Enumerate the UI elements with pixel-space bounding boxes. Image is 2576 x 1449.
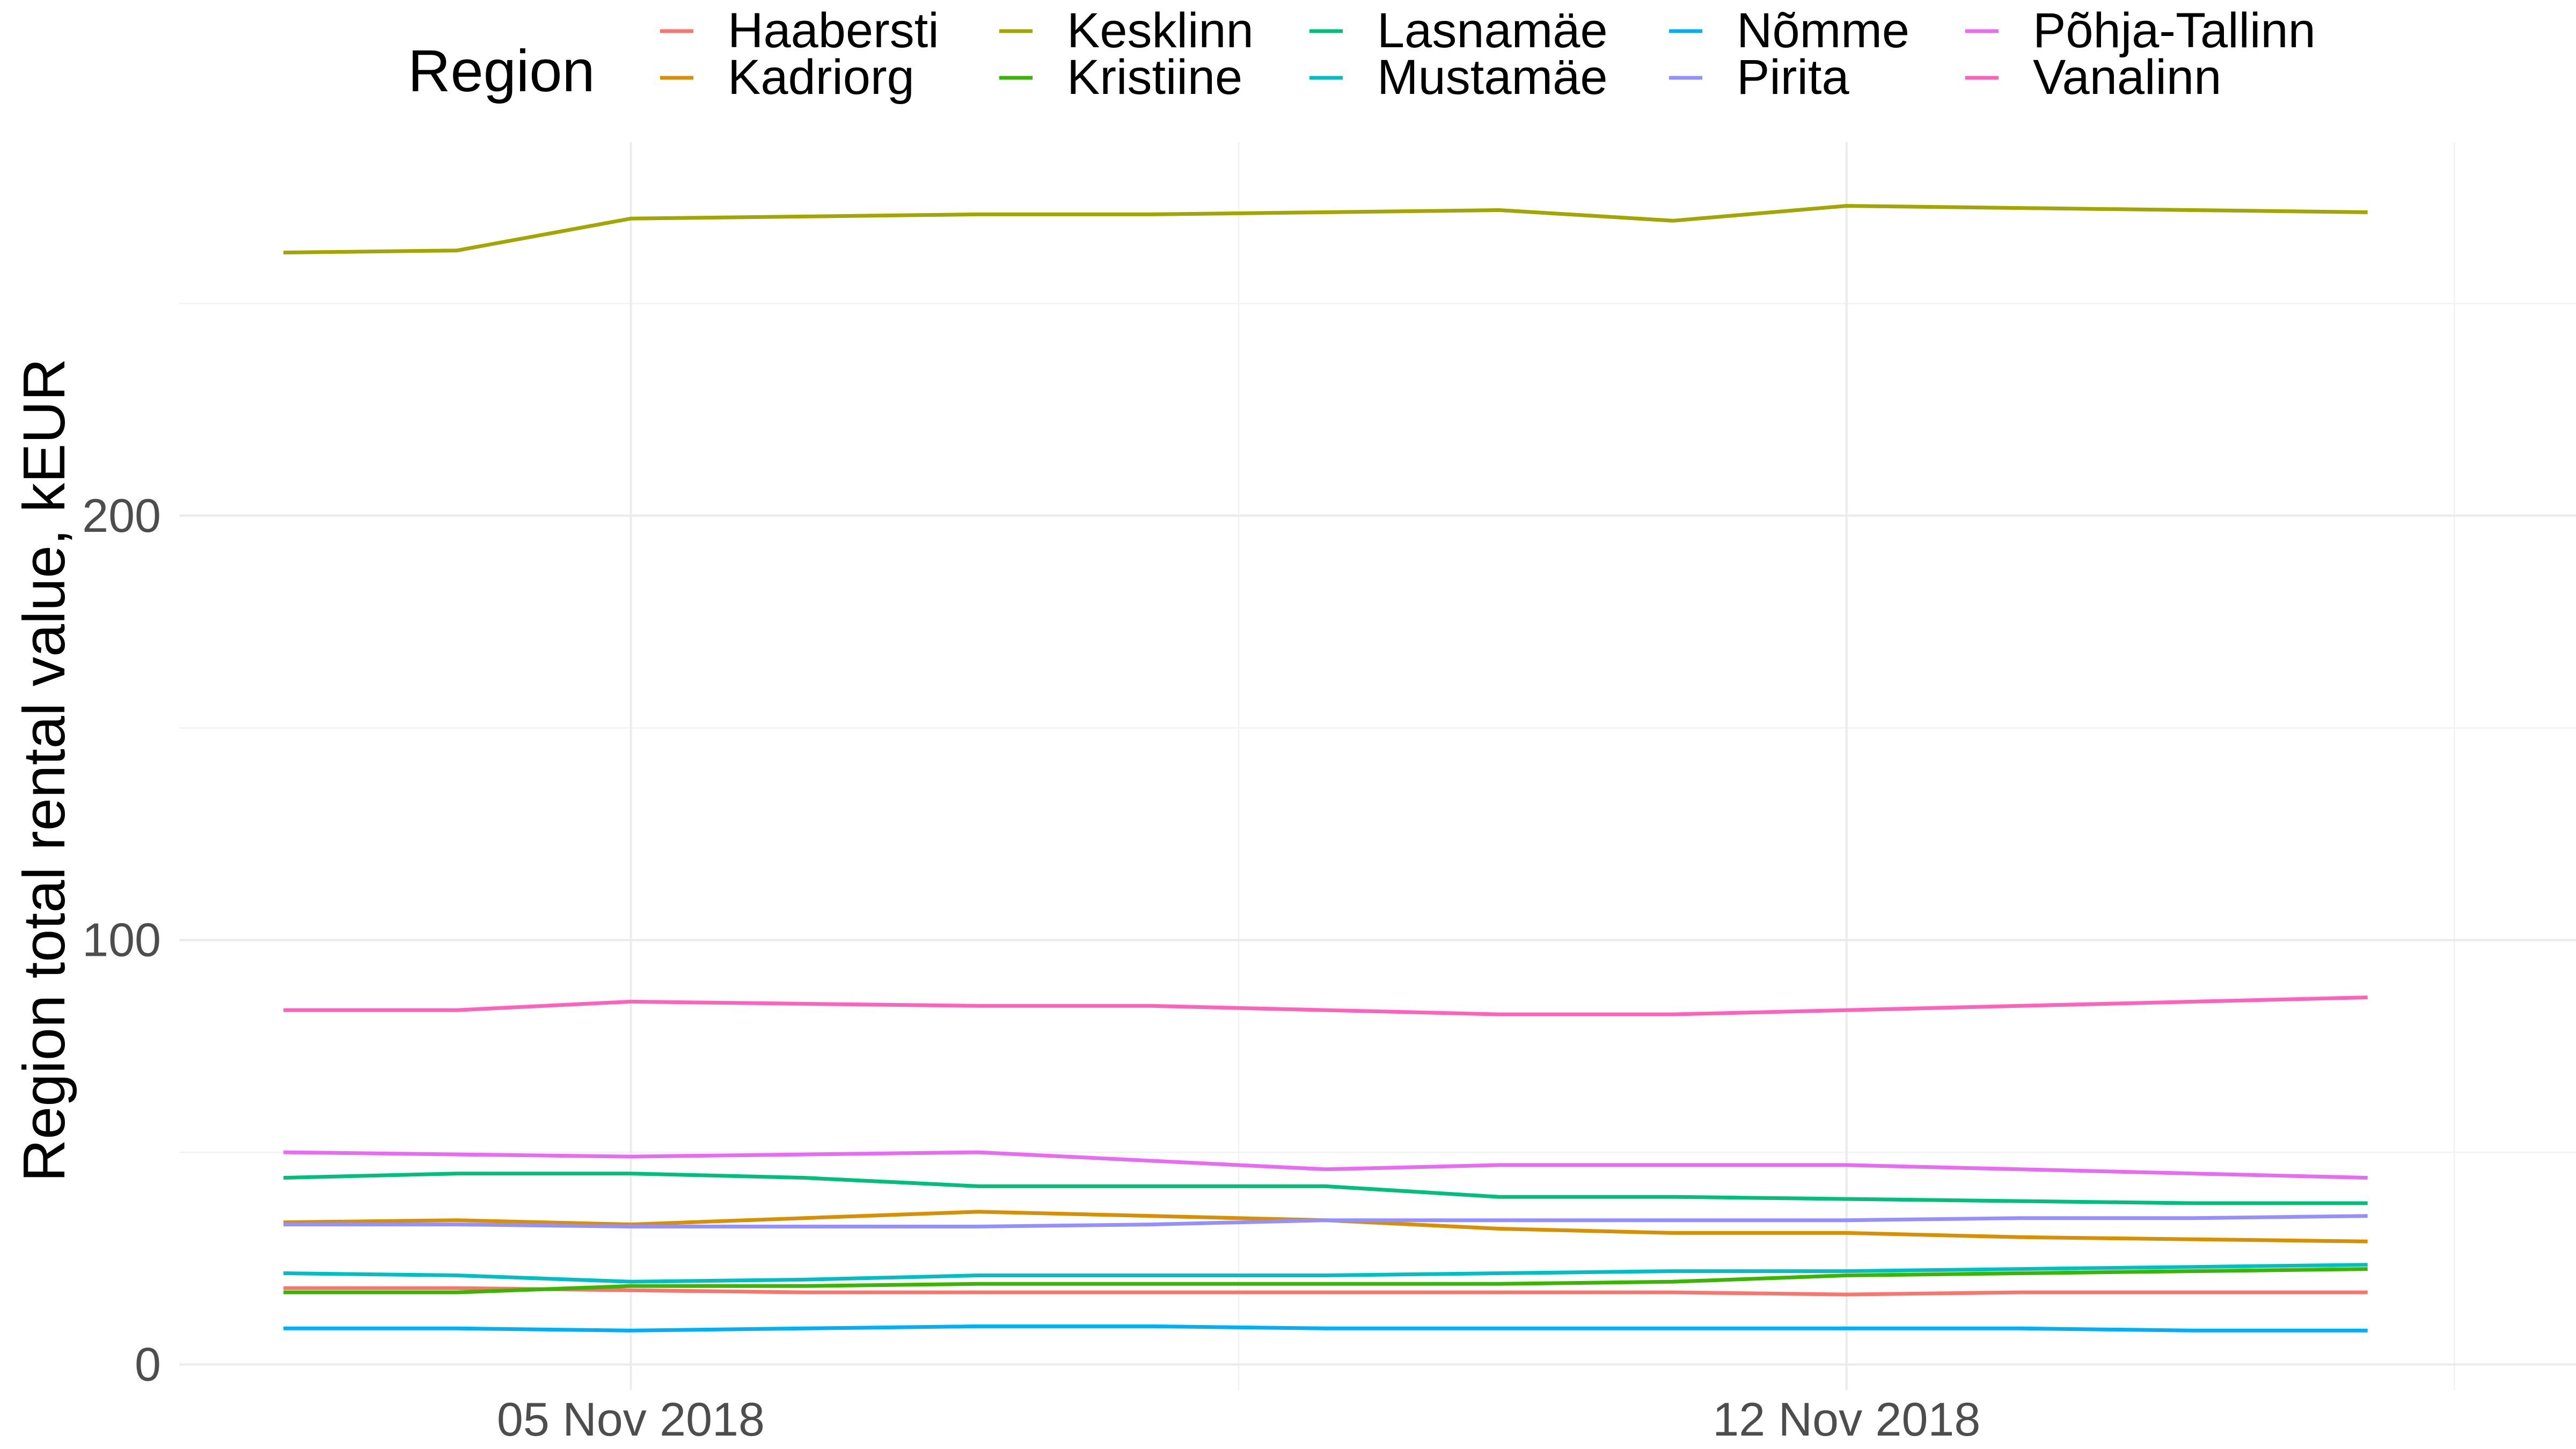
- y-tick-label: 0: [135, 1338, 161, 1391]
- series-line-kesklinn: [283, 204, 2368, 255]
- x-tick-label: 12 Nov 2018: [1713, 1393, 1980, 1446]
- series-line-lasnam-e: [283, 1172, 2368, 1205]
- y-tick-label: 200: [82, 489, 161, 542]
- minor-gridlines: [179, 142, 2576, 1390]
- legend-item: Kristiine: [999, 50, 1242, 105]
- y-tick-label: 100: [82, 913, 161, 967]
- x-tick-label: 05 Nov 2018: [497, 1393, 765, 1446]
- series-line-vanalinn: [283, 996, 2368, 1016]
- legend-item: Haabersti: [660, 3, 939, 58]
- series-line-mustam-e: [283, 1263, 2368, 1284]
- legend-label: Nõmme: [1737, 3, 1909, 58]
- y-axis-tick-labels: 0 100 200: [82, 489, 161, 1391]
- legend-item: Nõmme: [1669, 3, 1909, 58]
- legend-item: Mustamäe: [1309, 50, 1608, 105]
- legend-label: Lasnamäe: [1377, 3, 1608, 58]
- series-line-n-mme: [283, 1324, 2368, 1333]
- legend-label: Mustamäe: [1377, 50, 1608, 105]
- x-axis-tick-labels: 05 Nov 2018 12 Nov 2018: [497, 1393, 1980, 1446]
- legend-item: Lasnamäe: [1309, 3, 1608, 58]
- legend-label: Põhja-Tallinn: [2033, 3, 2316, 58]
- y-axis-title: Region total rental value, kEUR: [11, 358, 77, 1182]
- legend-label: Pirita: [1737, 50, 1849, 105]
- series-line-p-hja-tallinn: [283, 1150, 2368, 1180]
- legend-label: Kesklinn: [1067, 3, 1254, 58]
- series-line-pirita: [283, 1214, 2368, 1228]
- legend-label: Kadriorg: [728, 50, 914, 105]
- series-line-haabersti: [283, 1286, 2368, 1297]
- legend-item: Põhja-Tallinn: [1965, 3, 2316, 58]
- series-line-kristiine: [283, 1267, 2368, 1294]
- legend-item: Pirita: [1669, 50, 1849, 105]
- legend-label: Kristiine: [1067, 50, 1242, 105]
- legend-item: Kesklinn: [999, 3, 1254, 58]
- legend-title: Region: [408, 38, 595, 104]
- major-gridlines: [179, 142, 2576, 1390]
- legend-item: Kadriorg: [660, 50, 914, 105]
- legend-label: Haabersti: [728, 3, 939, 58]
- plot-panel: [179, 142, 2576, 1390]
- legend-label: Vanalinn: [2033, 50, 2221, 105]
- legend-item: Vanalinn: [1965, 50, 2221, 105]
- series-lines: [283, 204, 2368, 1333]
